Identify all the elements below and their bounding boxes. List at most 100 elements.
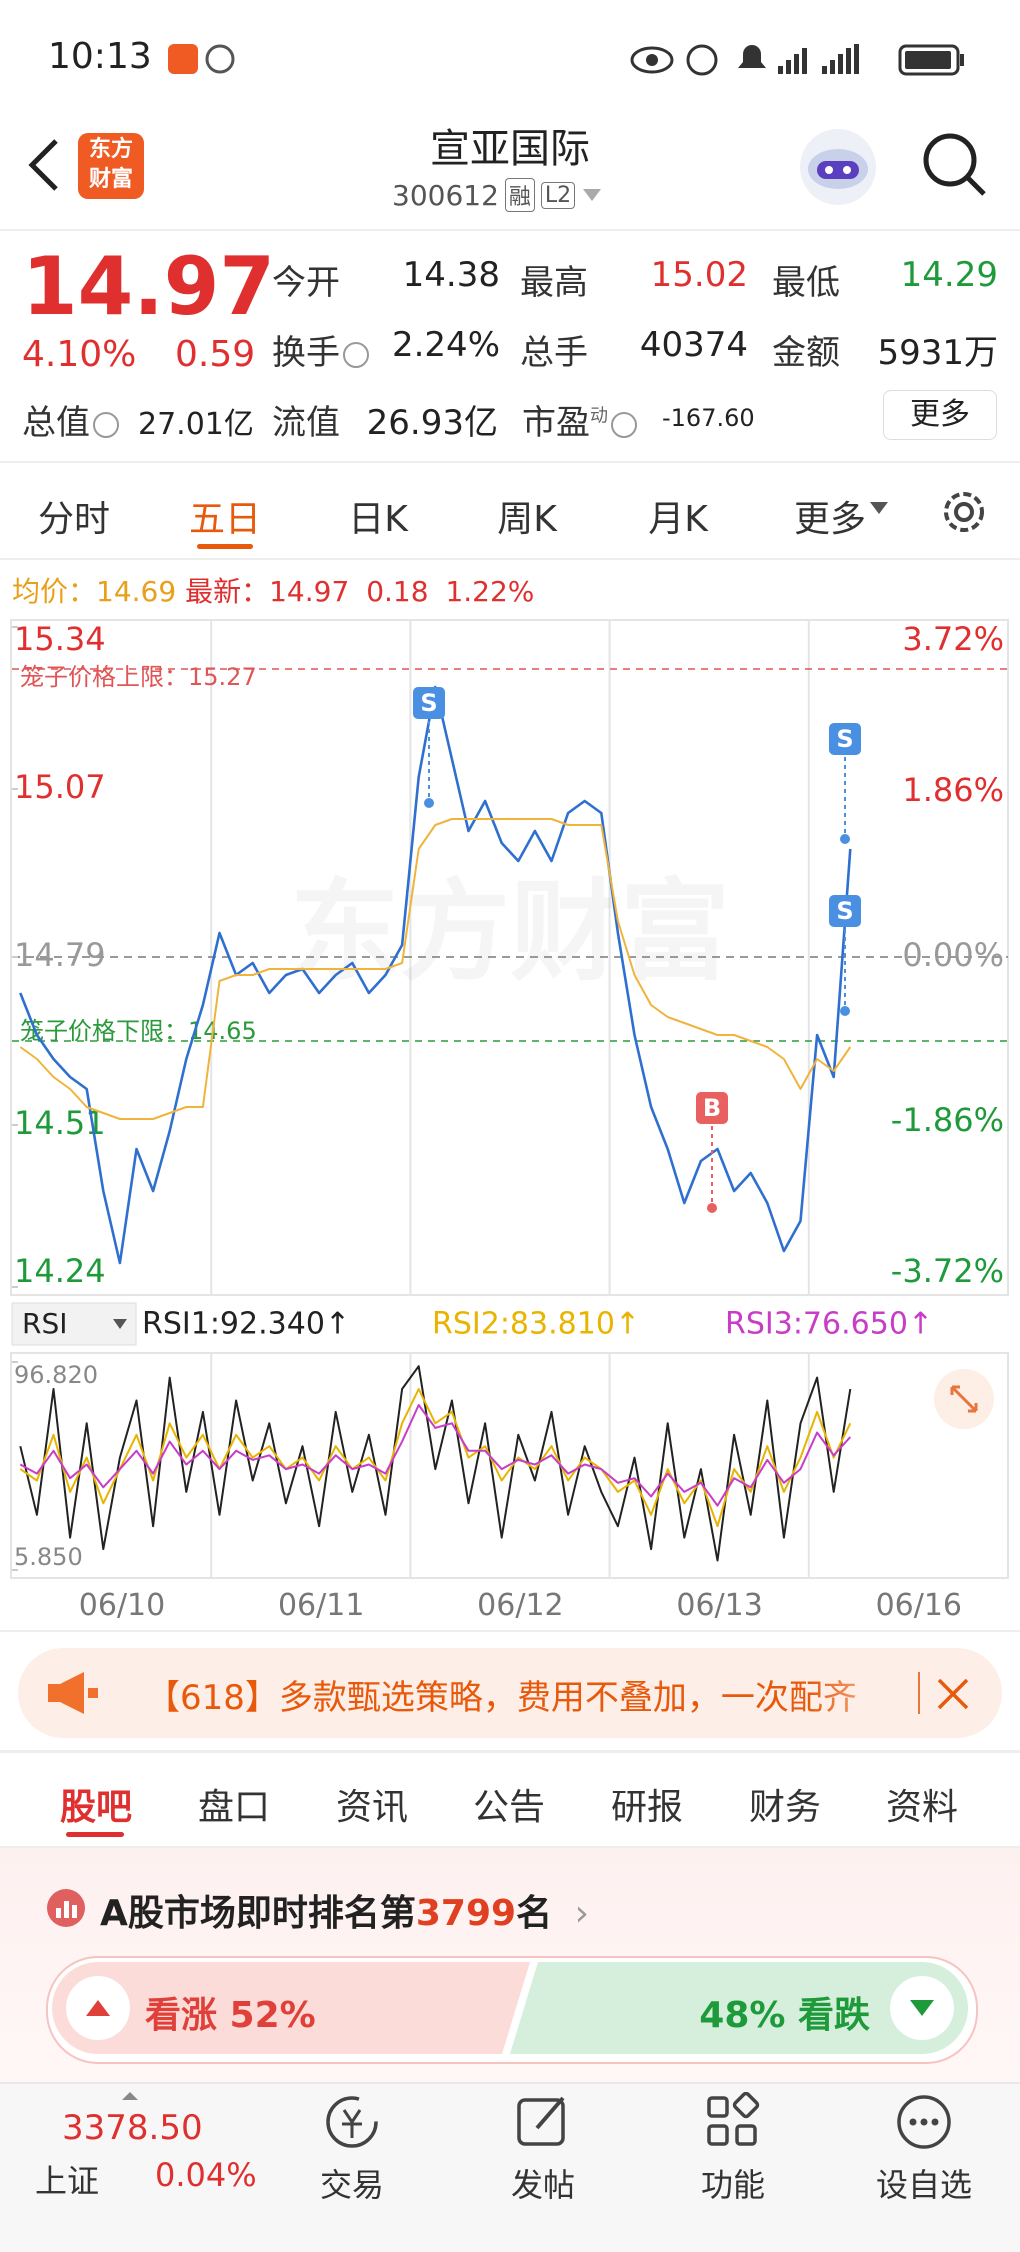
bull-vote[interactable]: 看涨 52% [145, 1995, 316, 2036]
trade-marker: S [836, 897, 853, 925]
search-button[interactable] [920, 130, 990, 200]
field-label: 换手 [272, 325, 369, 374]
reference-label: 笼子价格下限：14.65 [20, 1017, 257, 1045]
index-value[interactable]: 3378.50 [62, 2108, 203, 2148]
y2-tick-label: 0.00% [902, 936, 1004, 974]
rank-number: 3799 [415, 1893, 517, 1934]
x-tick-label: 06/12 [477, 1588, 563, 1623]
bear-vote[interactable]: 48% 看跌 [699, 1995, 870, 2036]
promo-banner[interactable]: 【618】多款甄选策略，费用不叠加，一次配齐 [18, 1648, 1002, 1738]
dropdown[interactable] [581, 187, 603, 203]
stock-name: 宣亚国际 [430, 126, 590, 172]
separator [918, 1672, 920, 1714]
rsi-selector[interactable] [11, 1302, 137, 1346]
section-tab[interactable]: 公告 [472, 1787, 546, 1828]
section-tab-active[interactable]: 股吧 [59, 1787, 133, 1828]
y2-tick-label: 1.86% [902, 771, 1004, 809]
settings-button[interactable] [938, 486, 990, 538]
index-name[interactable]: 上证 [35, 2162, 100, 2200]
function-icon[interactable] [703, 2092, 763, 2152]
x-tick-label: 06/10 [79, 1588, 165, 1623]
divider [0, 229, 1020, 231]
marker-dot [840, 834, 850, 844]
reference-label-value: 15.27 [188, 663, 257, 691]
section-tab[interactable]: 资料 [885, 1787, 959, 1828]
nav-item[interactable]: 功能 [700, 2166, 766, 2204]
rank-suffix: 名 [516, 1893, 553, 1934]
reference-label: 笼子价格上限：15.27 [20, 663, 257, 691]
divider [0, 1750, 1020, 1753]
watchlist-icon[interactable] [894, 2092, 954, 2152]
field-value: 26.93亿 [366, 403, 498, 443]
megaphone-icon [48, 1672, 98, 1714]
legend-entry: RSI2:83.810↑ [432, 1307, 640, 1342]
status-icons-left [168, 44, 235, 74]
series-line [19, 1404, 852, 1507]
section-tab[interactable]: 研报 [610, 1787, 684, 1828]
trade-marker: B [703, 1094, 721, 1122]
x-tick-label: 06/11 [278, 1588, 364, 1623]
info-icon[interactable] [611, 411, 637, 438]
reference-label-text: 笼子价格下限： [20, 1017, 188, 1045]
tab-underline [197, 544, 253, 549]
field-value: 40374 [639, 325, 748, 365]
period-tab[interactable]: 日K [348, 499, 408, 540]
field-label: 总手 [520, 333, 588, 373]
field-label: 最高 [520, 263, 588, 303]
period-tab[interactable]: 更多 [793, 499, 867, 540]
nav-item[interactable]: 交易 [319, 2166, 385, 2204]
marker-dot [840, 1006, 850, 1016]
period-tab[interactable]: 分时 [37, 499, 111, 540]
more-button[interactable]: 更多 [883, 390, 997, 440]
section-tab[interactable]: 盘口 [197, 1787, 271, 1828]
period-tab[interactable]: 月K [648, 499, 708, 540]
nav-item[interactable]: 设自选 [875, 2166, 973, 2204]
y2-tick-label: 3.72% [902, 620, 1004, 658]
field-value: 14.38 [402, 255, 500, 295]
price-frame [10, 619, 1009, 1296]
index-change[interactable]: 0.04% [155, 2156, 257, 2194]
nav-item[interactable]: 发帖 [510, 2166, 576, 2204]
logo-line: 东方 [88, 137, 133, 162]
ranking[interactable]: A股市场即时排名第3799名 › [100, 1884, 589, 1936]
y2-tick-label: -3.72% [891, 1252, 1004, 1290]
last-price: 14.97 [22, 240, 276, 333]
divider [0, 461, 1020, 463]
trade-icon[interactable] [322, 2092, 382, 2152]
y-tick-label: 14.79 [14, 936, 106, 974]
y-tick-label: 15.07 [14, 768, 106, 806]
marker-badge [413, 687, 445, 719]
trade-marker: S [836, 725, 853, 753]
dropdown[interactable] [868, 500, 890, 516]
reference-label-value: 14.65 [188, 1017, 257, 1045]
field-label-text: 换手 [272, 333, 340, 373]
back-button[interactable] [20, 135, 70, 195]
reference-label-text: 笼子价格上限： [20, 663, 188, 691]
rank-prefix: A股市场即时排名第 [100, 1893, 416, 1934]
latest-change: 0.18 [366, 575, 429, 608]
dropdown[interactable] [113, 1319, 127, 1329]
info-icon[interactable] [343, 341, 369, 368]
field-value: 5931万 [877, 333, 998, 373]
chevron: › [574, 1893, 590, 1934]
robot-avatar[interactable] [795, 125, 885, 210]
status-time: 10:13 [48, 36, 152, 77]
close-button[interactable] [933, 1674, 973, 1714]
y-tick-label: 96.820 [14, 1361, 98, 1389]
section-tab[interactable]: 财务 [748, 1787, 822, 1828]
app-logo[interactable]: 东方 财富 [78, 133, 144, 199]
section-tab[interactable]: 资讯 [335, 1787, 409, 1828]
avg-label: 均价： [12, 575, 97, 608]
period-tab[interactable]: 周K [497, 499, 557, 540]
y-tick-label: 5.850 [14, 1543, 83, 1571]
post-icon[interactable] [513, 2092, 573, 2152]
legend-entry: RSI1:92.340↑ [142, 1307, 350, 1342]
divider [0, 558, 1020, 560]
rank-icon [47, 1889, 85, 1927]
latest-label: 最新： [185, 575, 270, 608]
period-tab-active[interactable]: 五日 [188, 499, 262, 540]
trade-marker: S [420, 689, 437, 717]
info-icon[interactable] [93, 411, 119, 438]
